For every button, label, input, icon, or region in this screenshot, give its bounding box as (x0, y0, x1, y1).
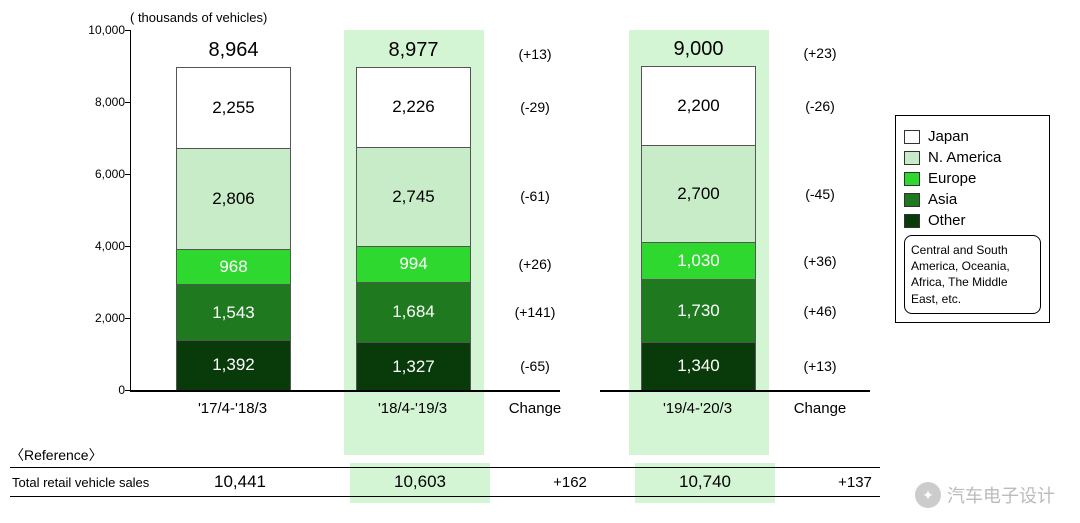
change-asia: (+46) (790, 303, 850, 319)
segment-other: 1,392 (176, 340, 291, 390)
change-other: (+13) (790, 358, 850, 374)
change-namerica: (-45) (790, 186, 850, 202)
ytick-label: 0 (85, 383, 125, 397)
ytick-label: 2,000 (85, 311, 125, 325)
change-namerica: (-61) (505, 188, 565, 204)
reference-row: Total retail vehicle sales 10,441 10,603 +… (10, 467, 880, 497)
segment-japan: 2,200 (641, 66, 756, 145)
segment-namerica: 2,806 (176, 148, 291, 249)
bar-0: 2,2552,8069681,5431,3928,964 (176, 67, 291, 390)
x-axis-baseline-left (130, 390, 560, 392)
segment-other: 1,340 (641, 342, 756, 390)
legend-label: Other (928, 212, 966, 229)
legend-row-asia: Asia (904, 191, 1041, 208)
reference-value: +162 (505, 474, 635, 491)
legend-row-other: Other (904, 212, 1041, 229)
segment-asia: 1,730 (641, 279, 756, 341)
legend-label: N. America (928, 149, 1001, 166)
legend-row-namerica: N. America (904, 149, 1041, 166)
xlabel: '18/4-'19/3 (345, 400, 480, 417)
bar-1: 2,2262,7459941,6841,3278,977 (356, 67, 471, 390)
reference-value: 10,441 (175, 472, 305, 492)
segment-asia: 1,684 (356, 282, 471, 343)
reference-row-label: Total retail vehicle sales (10, 475, 190, 490)
legend-swatch (904, 214, 920, 228)
legend-label: Japan (928, 128, 969, 145)
watermark-text: 汽车电子设计 (947, 482, 1055, 508)
segment-japan: 2,255 (176, 67, 291, 148)
change-other: (-65) (505, 358, 565, 374)
ytick-label: 10,000 (85, 23, 125, 37)
change-label: Change (500, 400, 570, 417)
legend: Japan N. America Europe Asia Other Central an… (895, 115, 1050, 323)
xlabel: '19/4-'20/3 (630, 400, 765, 417)
reference-value: 10,740 (640, 472, 770, 492)
bar-total-label: 8,964 (176, 39, 291, 62)
ytick-label: 8,000 (85, 95, 125, 109)
legend-swatch (904, 172, 920, 186)
segment-other: 1,327 (356, 342, 471, 390)
legend-label: Asia (928, 191, 957, 208)
reference-value: +137 (790, 474, 920, 491)
plot-region: 2,2552,8069681,5431,3928,9642,2262,74599… (130, 30, 870, 390)
change-total: (+23) (790, 45, 850, 61)
change-japan: (-29) (505, 99, 565, 115)
legend-row-europe: Europe (904, 170, 1041, 187)
change-europe: (+36) (790, 253, 850, 269)
xlabel: '17/4-'18/3 (165, 400, 300, 417)
change-japan: (-26) (790, 98, 850, 114)
reference-section: 〈Reference〉 Total retail vehicle sales 1… (10, 445, 880, 497)
ytick-label: 4,000 (85, 239, 125, 253)
segment-europe: 968 (176, 249, 291, 284)
chart-area: ( thousands of vehicles) 02,0004,0006,00… (60, 10, 880, 440)
legend-label: Europe (928, 170, 976, 187)
reference-title: 〈Reference〉 (10, 445, 880, 465)
bar-total-label: 9,000 (641, 38, 756, 61)
legend-note: Central and South America, Oceania, Afri… (904, 235, 1041, 314)
change-asia: (+141) (505, 304, 565, 320)
segment-namerica: 2,700 (641, 145, 756, 242)
watermark: ✦ 汽车电子设计 (915, 482, 1055, 508)
ytick-label: 6,000 (85, 167, 125, 181)
segment-namerica: 2,745 (356, 147, 471, 246)
bar-2: 2,2002,7001,0301,7301,3409,000 (641, 66, 756, 390)
yaxis-title: ( thousands of vehicles) (130, 10, 267, 25)
reference-value: 10,603 (355, 472, 485, 492)
change-total: (+13) (505, 46, 565, 62)
legend-row-japan: Japan (904, 128, 1041, 145)
legend-swatch (904, 151, 920, 165)
segment-japan: 2,226 (356, 67, 471, 147)
segment-europe: 1,030 (641, 242, 756, 279)
x-axis-baseline-right (600, 390, 870, 392)
legend-swatch (904, 130, 920, 144)
segment-asia: 1,543 (176, 284, 291, 340)
y-axis: 02,0004,0006,0008,00010,000 (105, 30, 125, 392)
legend-swatch (904, 193, 920, 207)
segment-europe: 994 (356, 246, 471, 282)
bar-total-label: 8,977 (356, 39, 471, 62)
change-label: Change (785, 400, 855, 417)
wechat-icon: ✦ (915, 482, 941, 508)
change-europe: (+26) (505, 256, 565, 272)
